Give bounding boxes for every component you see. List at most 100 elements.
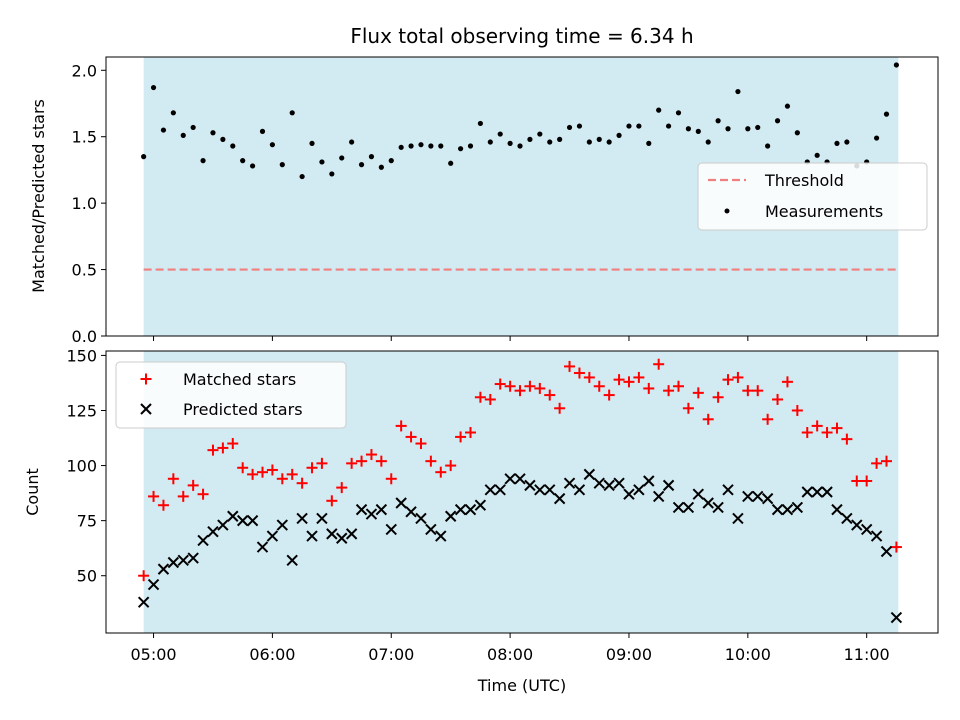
measurement-point — [507, 140, 513, 146]
measurement-point — [408, 143, 414, 149]
predicted-star-point-b — [415, 512, 427, 525]
matched-star-point — [138, 570, 150, 582]
measurement-point — [141, 154, 147, 160]
predicted-star-point — [167, 556, 180, 569]
top-y-axis-ticks: 0.0 0.5 1.0 1.5 2.0 — [72, 61, 106, 346]
measurement-point — [725, 126, 731, 132]
predicted-star-point-b — [375, 503, 388, 516]
predicted-star-point-b — [870, 530, 883, 542]
matched-star-point — [435, 466, 447, 478]
predicted-star-point-b — [603, 479, 615, 492]
measurement-point — [349, 139, 355, 145]
predicted-star-point — [851, 519, 863, 531]
bottom-x-axis-ticks: 05:00 06:00 07:00 08:00 09:00 10:00 11:00 — [130, 633, 890, 664]
matched-star-point — [405, 431, 417, 443]
predicted-star-point — [494, 484, 506, 496]
predicted-star-point — [157, 563, 170, 575]
matched-star-point — [296, 477, 308, 489]
predicted-star-point-b — [563, 477, 576, 489]
measurement-point — [735, 88, 741, 95]
predicted-star-point-b — [643, 475, 655, 487]
matched-star-point — [583, 371, 595, 383]
top-x-axis-ticks — [153, 336, 868, 341]
predicted-star-point — [147, 578, 160, 591]
matched-star-point — [603, 389, 615, 401]
predicted-star-point-b — [633, 484, 645, 496]
predicted-star-point-b — [336, 532, 348, 544]
predicted-star-point — [425, 523, 437, 536]
measurement-point — [576, 123, 583, 129]
matched-star-point — [504, 380, 516, 392]
predicted-star-point-b — [890, 611, 903, 624]
measurement-point — [289, 110, 295, 116]
predicted-star-point — [504, 473, 516, 485]
matched-star-point — [702, 413, 714, 425]
predicted-star-point-b — [880, 545, 893, 558]
matched-star-point — [682, 402, 694, 414]
measurement-point — [586, 139, 592, 145]
bottom-panel: 50 75 100 125 150 05:00 06:00 07:00 08:00 09:00 1… — [23, 346, 939, 695]
matched-star-point — [266, 464, 278, 476]
matched-star-point — [177, 490, 189, 502]
predicted-star-point — [484, 484, 497, 496]
measurement-point — [388, 158, 394, 164]
measurement-point — [517, 143, 523, 149]
matched-star-point — [653, 358, 665, 370]
measurement-point — [190, 124, 196, 131]
measurement-point — [606, 139, 612, 145]
matched-star-point — [187, 479, 199, 491]
predicted-star-point-b — [167, 556, 180, 569]
bottom-x-tick-label: 08:00 — [487, 645, 533, 664]
bottom-y-tick-label: 75 — [77, 512, 97, 531]
predicted-star-point — [771, 503, 784, 516]
matched-star-point — [197, 488, 209, 500]
predicted-star-point — [603, 479, 615, 492]
measurement-point — [794, 130, 800, 136]
measurement-point — [765, 143, 771, 149]
top-y-tick-label: 0.0 — [72, 327, 97, 346]
predicted-star-point-b — [454, 503, 467, 516]
measurement-point — [467, 143, 474, 149]
predicted-star-point-b — [286, 554, 298, 567]
measurement-point — [705, 139, 711, 145]
bottom-y-axis-ticks: 50 75 100 125 150 — [66, 346, 106, 586]
predicted-star-point — [860, 523, 873, 536]
measurement-point — [646, 140, 652, 146]
predicted-star-point-b — [296, 512, 308, 525]
bottom-y-tick-label: 150 — [66, 346, 97, 365]
top-axes-frame — [105, 56, 939, 337]
predicted-star-point — [435, 530, 447, 542]
legend-plus-marker — [140, 373, 152, 385]
predicted-star-point-b — [157, 563, 170, 575]
matched-star-point — [643, 382, 655, 394]
measurement-point — [210, 130, 216, 136]
measurement-point — [309, 140, 315, 146]
matched-star-point — [861, 475, 873, 487]
matched-star-point — [544, 389, 556, 401]
matched-star-point — [167, 473, 179, 485]
predicted-star-point-b — [524, 479, 536, 492]
measurement-point — [160, 127, 167, 133]
predicted-star-point-b — [444, 510, 457, 522]
bottom-axes-frame — [105, 350, 939, 634]
predicted-star-point-b — [583, 468, 596, 481]
legend-x-marker-b — [140, 403, 152, 415]
predicted-star-point — [207, 525, 219, 538]
measurement-point — [398, 144, 404, 150]
matched-star-point — [356, 455, 368, 467]
predicted-star-point — [742, 490, 754, 503]
matched-star-point — [346, 457, 358, 469]
matched-star-point — [306, 462, 318, 474]
measurement-point — [150, 84, 157, 91]
predicted-star-point — [256, 541, 269, 553]
predicted-star-point — [227, 510, 239, 522]
predicted-star-point — [336, 532, 348, 544]
matched-star-point — [148, 490, 160, 502]
measurement-point — [497, 131, 503, 137]
predicted-star-point-b — [484, 484, 497, 496]
predicted-star-point — [623, 488, 635, 500]
predicted-star-point — [732, 512, 744, 525]
predicted-star-point-b — [652, 490, 665, 503]
bottom-x-tick-label: 06:00 — [249, 645, 295, 664]
measurement-point — [378, 164, 384, 170]
